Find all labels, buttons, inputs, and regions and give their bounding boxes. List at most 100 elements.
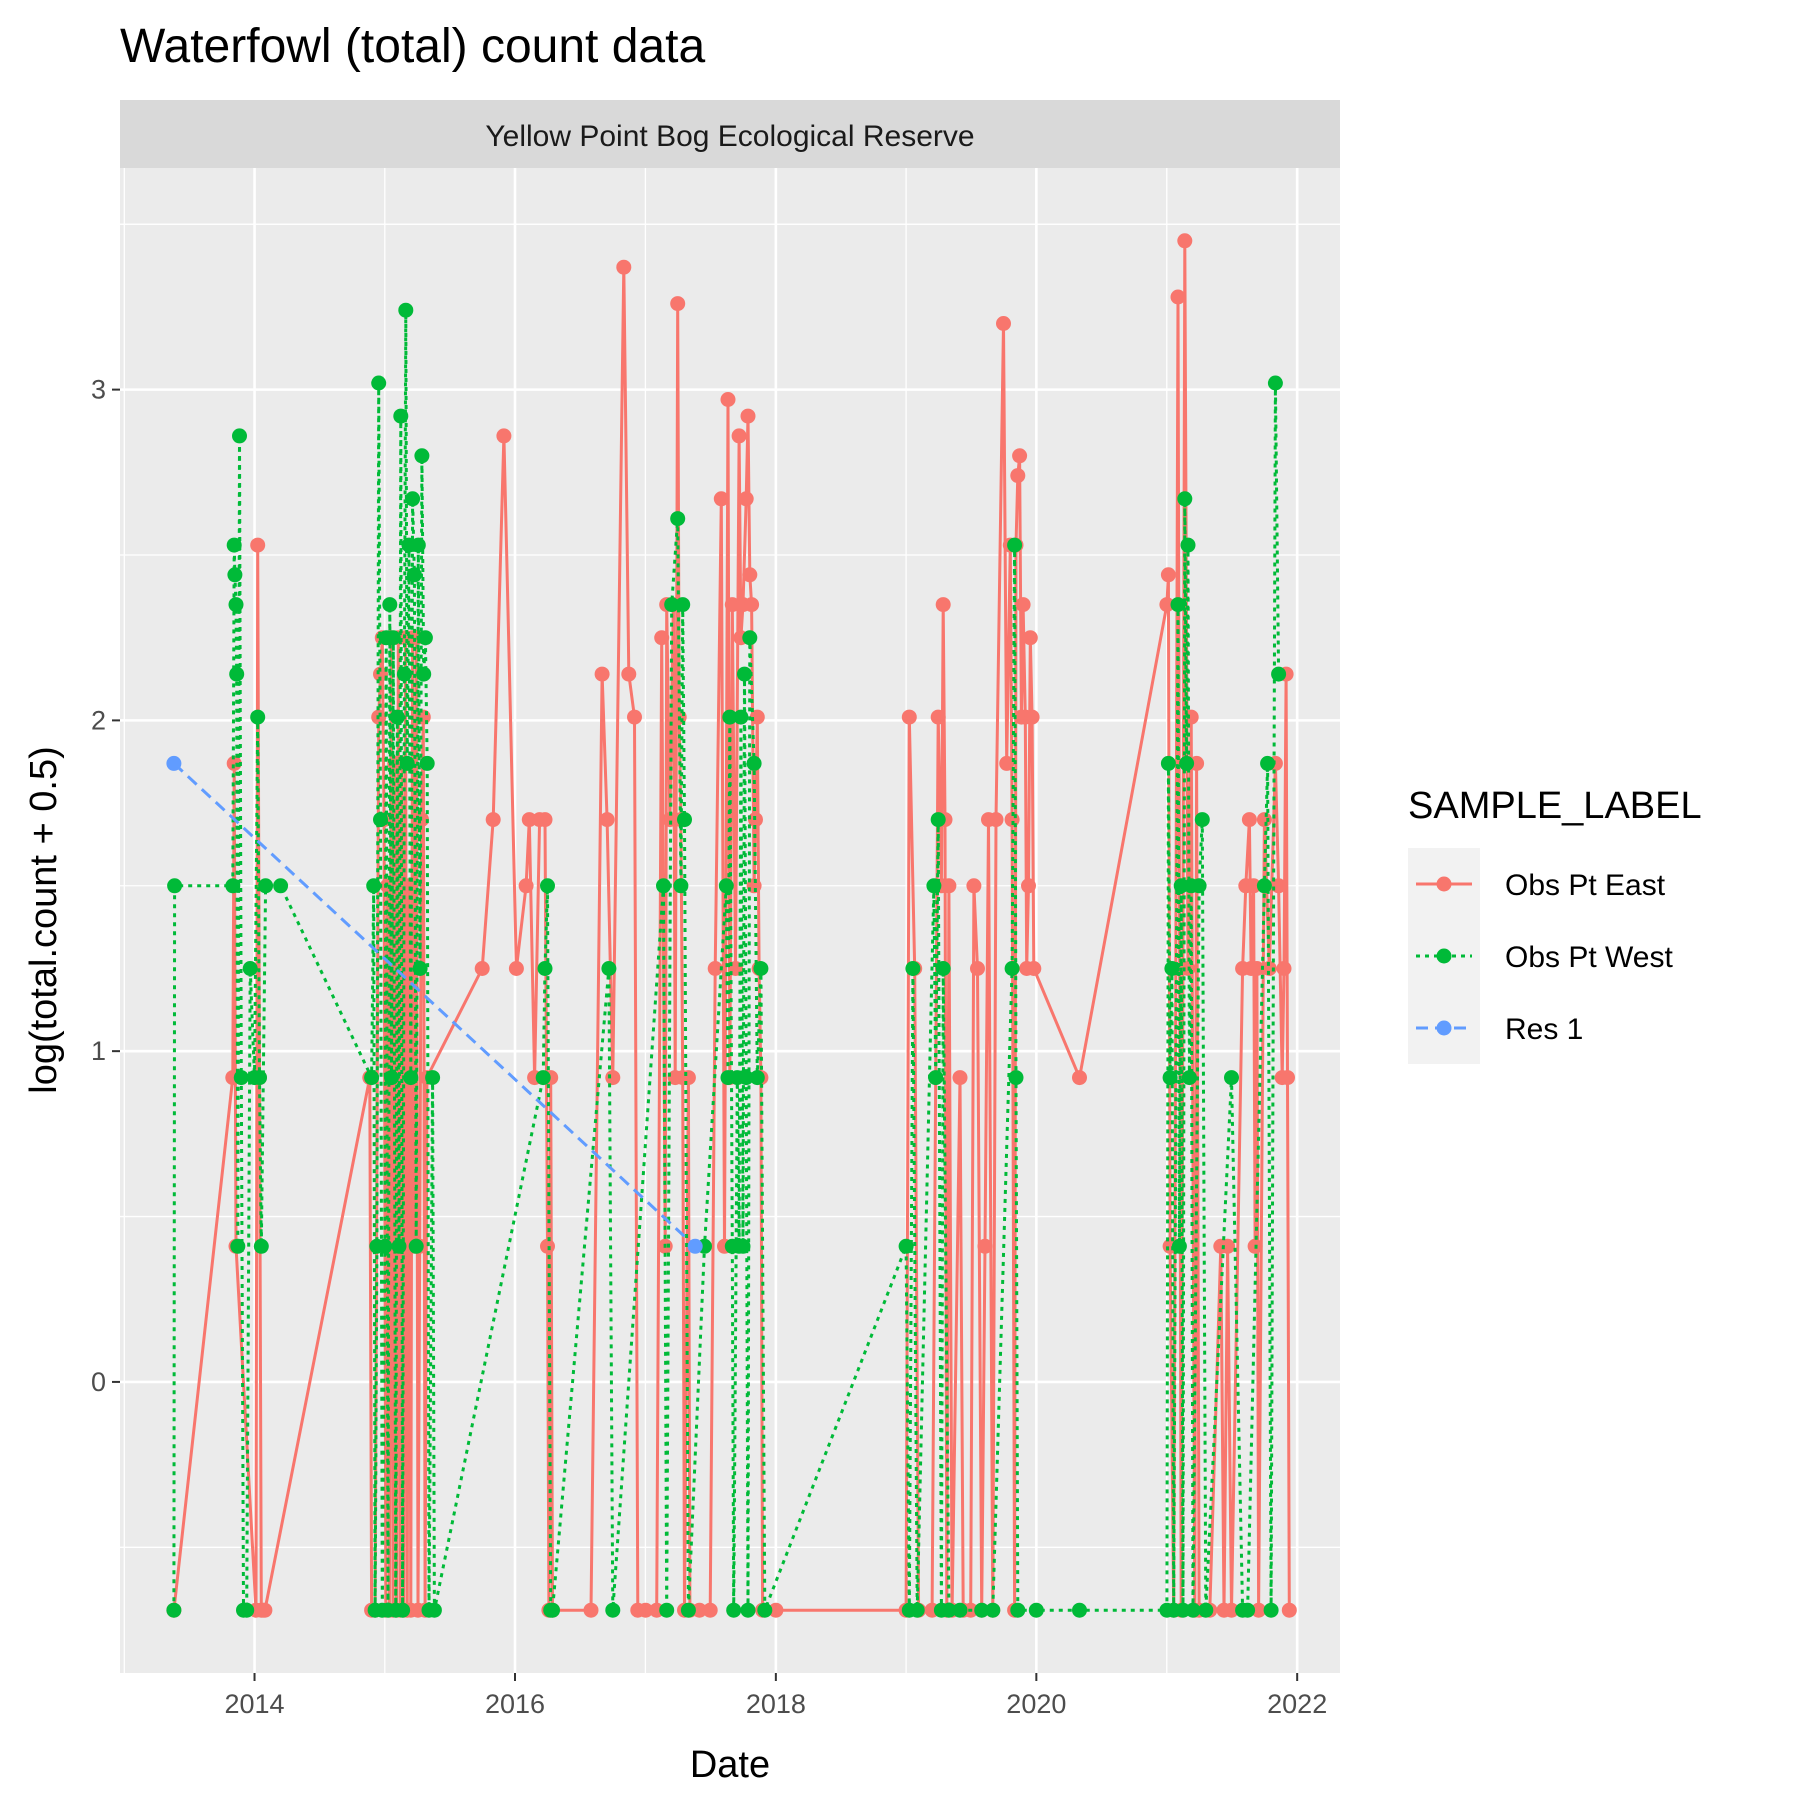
data-point	[395, 1602, 411, 1618]
data-point	[718, 878, 734, 894]
x-tick-label: 2018	[746, 1689, 806, 1719]
data-point	[496, 428, 512, 444]
data-point	[680, 1602, 696, 1618]
data-point	[1280, 1070, 1295, 1086]
data-point	[233, 1070, 249, 1086]
data-point	[1012, 448, 1028, 464]
data-point	[1072, 1070, 1087, 1086]
data-point	[1180, 537, 1196, 553]
data-point	[935, 597, 951, 613]
data-point	[928, 1070, 944, 1086]
data-point	[985, 1602, 1001, 1618]
data-point	[905, 961, 921, 976]
data-point	[616, 259, 632, 275]
data-point	[941, 878, 957, 894]
data-point	[738, 491, 754, 507]
data-point	[258, 878, 274, 894]
data-point	[227, 567, 243, 583]
y-tick-label: 1	[91, 1036, 106, 1066]
y-tick-label: 0	[91, 1367, 106, 1397]
data-point	[373, 812, 388, 828]
data-point	[414, 448, 430, 464]
data-point	[474, 961, 490, 976]
data-point	[1072, 1602, 1087, 1618]
data-point	[675, 597, 691, 613]
data-point	[1276, 961, 1292, 976]
data-point	[239, 1602, 255, 1618]
facet-strip	[120, 100, 1340, 168]
data-point	[768, 1602, 784, 1618]
data-point	[1261, 961, 1277, 976]
data-point	[399, 755, 415, 771]
data-point	[742, 567, 758, 583]
data-point	[1260, 755, 1276, 771]
data-point	[1256, 812, 1272, 828]
data-point	[1159, 597, 1175, 613]
data-point	[167, 878, 183, 894]
data-point	[988, 812, 1004, 828]
data-point	[252, 1070, 267, 1086]
data-point	[1170, 289, 1186, 305]
data-point	[735, 1238, 751, 1254]
data-point	[926, 878, 942, 894]
data-point	[605, 1070, 621, 1086]
data-point	[410, 537, 426, 553]
data-point	[638, 1602, 654, 1618]
data-point	[996, 316, 1011, 331]
data-point	[702, 1602, 718, 1618]
data-point	[226, 537, 242, 553]
x-tick-label: 2022	[1267, 1689, 1327, 1719]
data-point	[1241, 812, 1257, 828]
data-point	[253, 1238, 269, 1254]
data-point	[540, 878, 555, 894]
data-point	[371, 375, 387, 391]
x-axis-title: Date	[690, 1744, 770, 1786]
data-point	[952, 1070, 968, 1086]
data-point	[1026, 961, 1042, 976]
x-tick-label: 2014	[224, 1689, 284, 1719]
data-point	[1010, 1602, 1026, 1618]
legend-key-point	[1436, 1020, 1452, 1036]
data-point	[412, 961, 428, 976]
data-point	[930, 709, 946, 725]
data-point	[166, 1602, 182, 1618]
data-point	[398, 302, 414, 318]
data-point	[1024, 709, 1040, 725]
data-point	[1164, 961, 1180, 976]
data-point	[970, 961, 985, 976]
data-point	[740, 1602, 756, 1618]
data-point	[733, 709, 749, 725]
series-2	[166, 755, 703, 1254]
data-point	[1191, 878, 1207, 894]
legend-label: Obs Pt West	[1505, 941, 1673, 974]
data-point	[1181, 1070, 1197, 1086]
data-point	[405, 491, 421, 507]
data-point	[680, 1070, 696, 1086]
y-tick-label: 3	[91, 375, 106, 405]
data-point	[1022, 630, 1038, 646]
data-point	[1185, 1602, 1201, 1618]
data-point	[1251, 1602, 1267, 1618]
data-point	[225, 878, 241, 894]
data-point	[744, 597, 760, 613]
data-point	[1220, 1238, 1236, 1254]
data-point	[1015, 597, 1031, 613]
data-point	[664, 597, 680, 613]
data-point	[406, 567, 422, 583]
data-point	[677, 812, 692, 828]
data-point	[930, 812, 946, 828]
series-layer	[166, 233, 1297, 1618]
data-point	[1170, 597, 1186, 613]
data-point	[621, 666, 637, 682]
data-point	[941, 1602, 957, 1618]
data-point	[396, 666, 412, 682]
data-point	[746, 755, 762, 771]
data-point	[1004, 961, 1020, 976]
data-point	[419, 755, 435, 771]
data-point	[521, 812, 537, 828]
x-axis: 2014 2016 2018 2020 2022	[224, 1673, 1327, 1719]
data-point	[1007, 537, 1023, 553]
data-point	[508, 961, 524, 976]
y-axis-title: log(total.count + 0.5)	[23, 746, 65, 1094]
legend-key-point	[1436, 948, 1452, 964]
